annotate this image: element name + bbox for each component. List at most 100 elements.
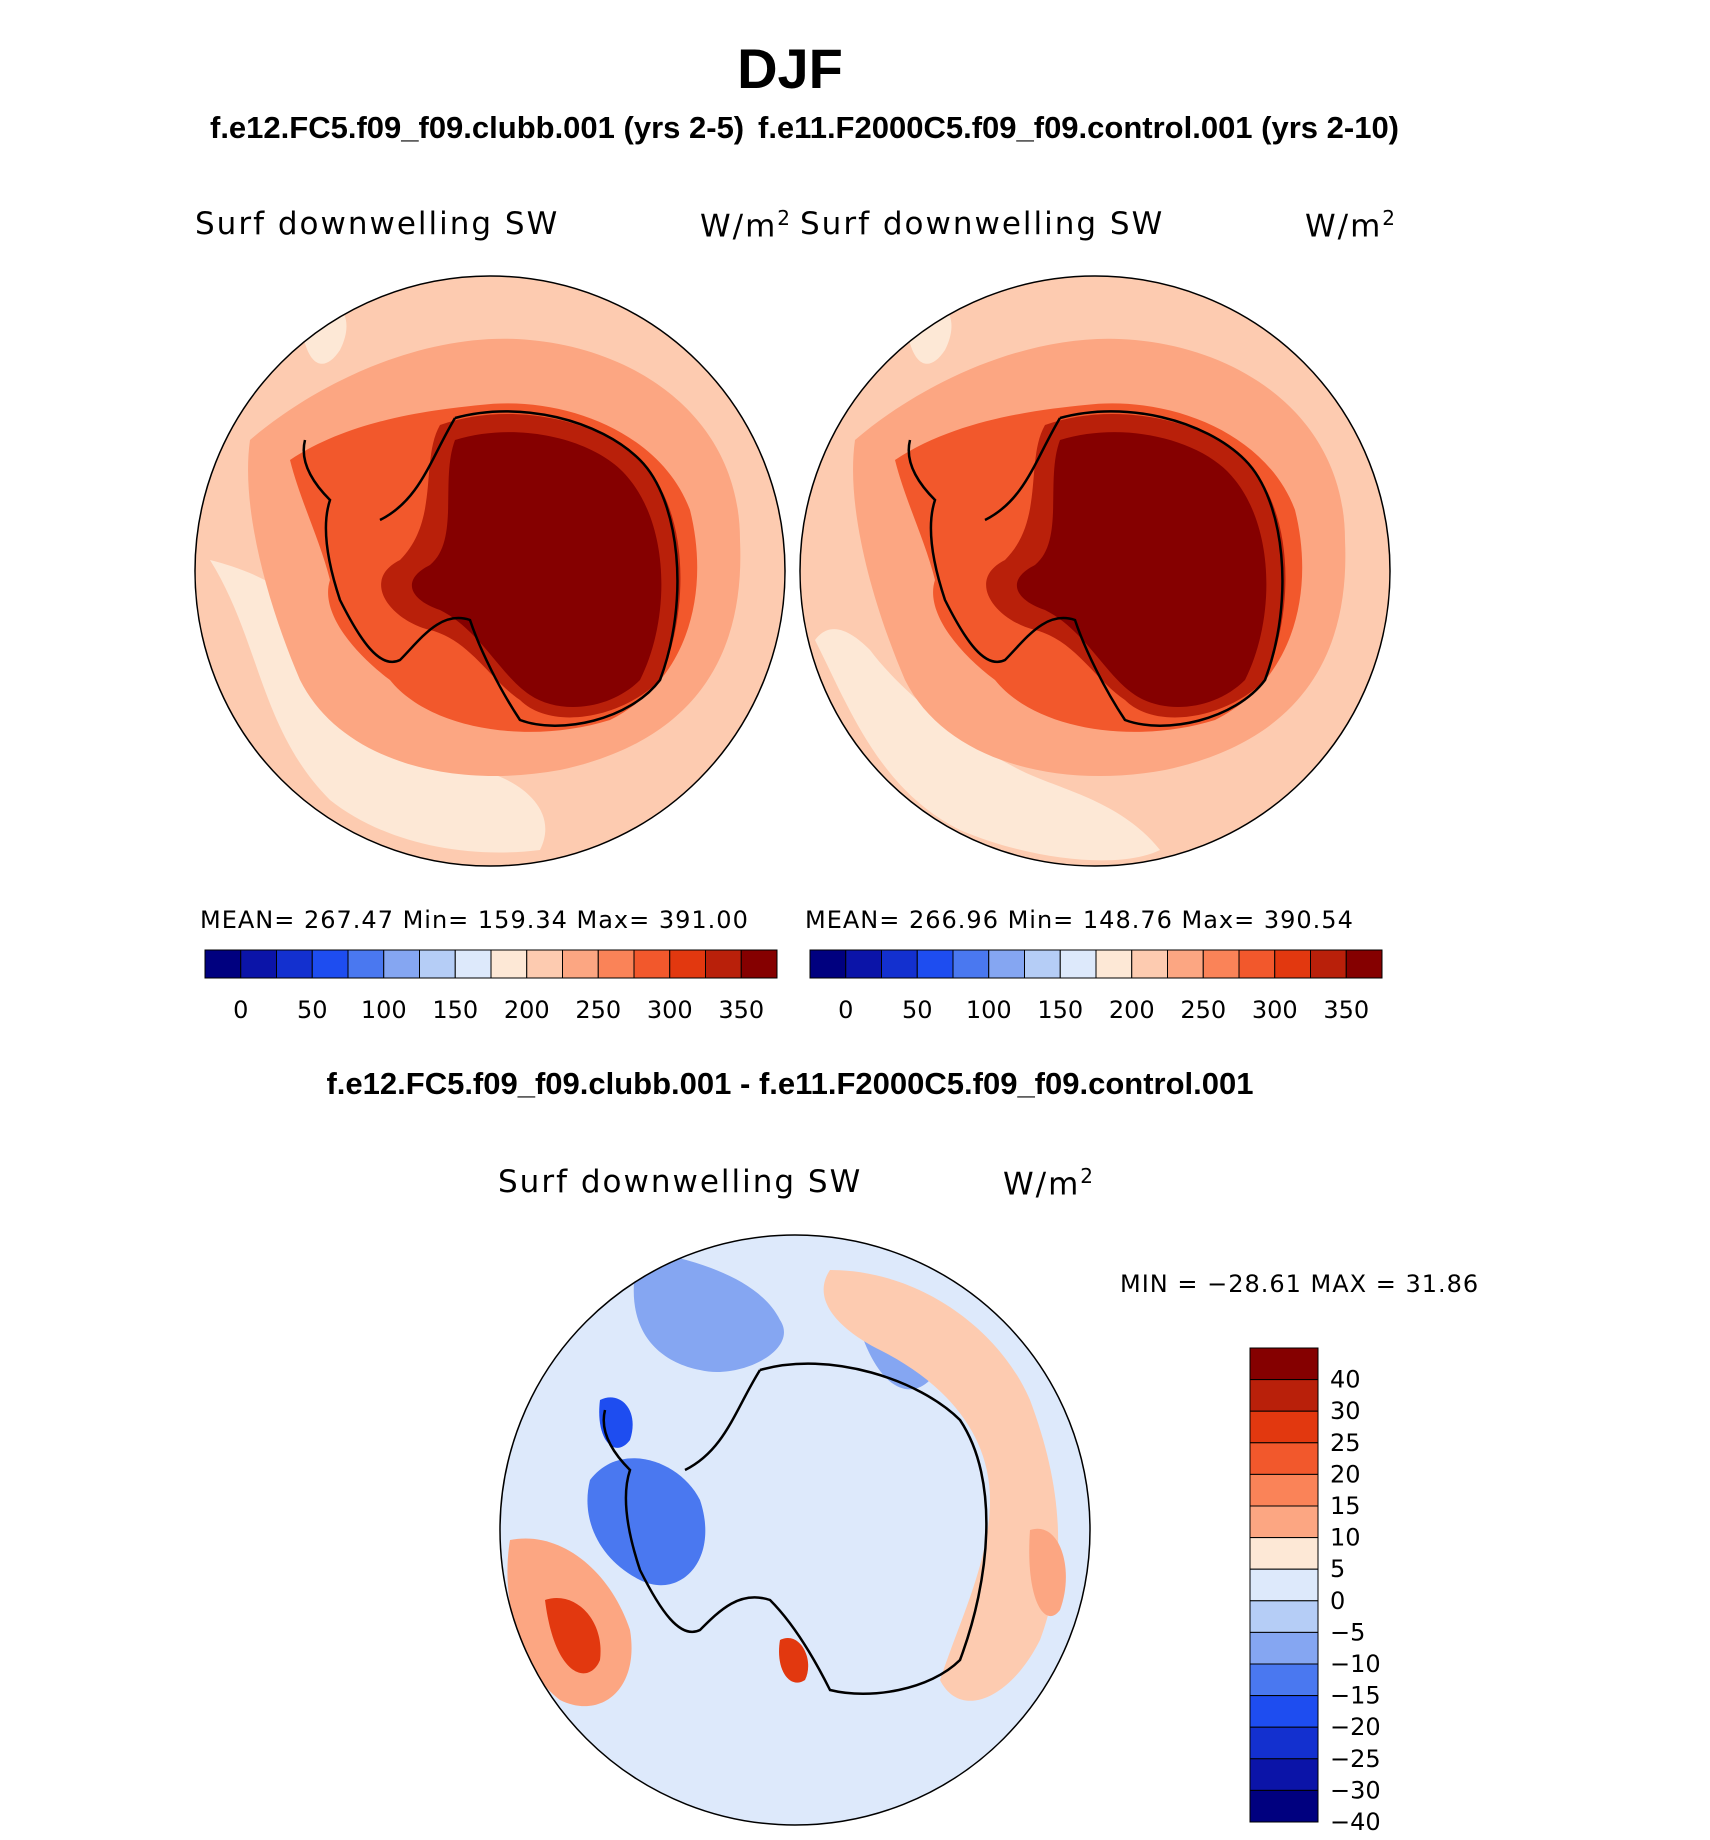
colorbar-swatch bbox=[1095, 949, 1133, 979]
colorbar-tick-label: 100 bbox=[361, 996, 407, 1024]
colorbar-swatch bbox=[597, 949, 635, 979]
colorbar-tick-label: 350 bbox=[718, 996, 764, 1024]
colorbar-tick-label: 15 bbox=[1330, 1492, 1361, 1520]
case1-title: f.e12.FC5.f09_f09.clubb.001 (yrs 2-5) bbox=[210, 110, 745, 145]
colorbar-swatch bbox=[1167, 949, 1204, 979]
colorbar-tick-label: −25 bbox=[1330, 1745, 1381, 1773]
colorbar-swatch bbox=[1249, 1789, 1319, 1823]
colorbar-swatch bbox=[1345, 949, 1383, 979]
panel2-colorbar: 0 50 100 150 200 250 300 350 bbox=[809, 949, 1383, 1024]
colorbar-tick-label: −30 bbox=[1330, 1776, 1381, 1804]
colorbar-swatch bbox=[276, 949, 313, 979]
panel2-units-label: W/m2 bbox=[1305, 206, 1398, 245]
colorbar-tick-label: −15 bbox=[1330, 1682, 1381, 1710]
negative-anomaly bbox=[633, 1250, 784, 1372]
panel1-units-label: W/m2 bbox=[700, 206, 793, 245]
colorbar-swatch bbox=[916, 949, 954, 979]
colorbar-swatch bbox=[1249, 1505, 1319, 1539]
colorbar-swatch bbox=[669, 949, 706, 979]
colorbar-tick-label: −20 bbox=[1330, 1713, 1381, 1741]
antarctica-interior bbox=[1016, 432, 1267, 707]
colorbar-swatch bbox=[1024, 949, 1061, 979]
colorbar-tick-label: 250 bbox=[1180, 996, 1226, 1024]
colorbar-swatch bbox=[1249, 1537, 1319, 1570]
panel1-stats: MEAN= 267.47 Min= 159.34 Max= 391.00 bbox=[200, 906, 749, 934]
colorbar-tick-label: 50 bbox=[902, 996, 933, 1024]
colorbar-tick-label: 20 bbox=[1330, 1460, 1361, 1488]
colorbar-swatch bbox=[988, 949, 1025, 979]
colorbar-swatch bbox=[1249, 1726, 1319, 1760]
colorbar-tick-label: 50 bbox=[297, 996, 328, 1024]
strong-positive-anomaly bbox=[779, 1638, 809, 1683]
colorbar-swatch bbox=[419, 949, 456, 979]
colorbar-swatch bbox=[1249, 1473, 1319, 1507]
colorbar-tick-label: 0 bbox=[233, 996, 248, 1024]
colorbar-swatch bbox=[1249, 1347, 1319, 1381]
positive-anomaly bbox=[1029, 1528, 1066, 1617]
colorbar-swatch bbox=[1249, 1442, 1319, 1475]
colorbar-swatch bbox=[1274, 949, 1311, 979]
diff-map bbox=[500, 1235, 1090, 1825]
colorbar-swatch bbox=[845, 949, 882, 979]
colorbar-tick-label: 300 bbox=[647, 996, 693, 1024]
colorbar-swatch bbox=[454, 949, 492, 979]
panel2-map-border bbox=[799, 275, 1391, 867]
colorbar-swatch bbox=[562, 949, 599, 979]
colorbar-tick-label: 250 bbox=[575, 996, 621, 1024]
colorbar-swatch bbox=[383, 949, 420, 979]
colorbar-tick-label: 350 bbox=[1323, 996, 1369, 1024]
positive-anomaly bbox=[823, 1270, 1059, 1701]
colorbar-tick-label: 40 bbox=[1330, 1366, 1361, 1394]
diff-units-label: W/m2 bbox=[1003, 1164, 1096, 1203]
colorbar-tick-label: 300 bbox=[1252, 996, 1298, 1024]
colorbar-tick-label: 200 bbox=[1109, 996, 1155, 1024]
diff-map-border bbox=[499, 1234, 1091, 1826]
colorbar-swatch bbox=[347, 949, 385, 979]
colorbar-swatch bbox=[1249, 1568, 1319, 1602]
colorbar-tick-label: 150 bbox=[432, 996, 478, 1024]
colorbar-swatch bbox=[1238, 949, 1276, 979]
colorbar-swatch bbox=[705, 949, 742, 979]
colorbar-tick-label: 10 bbox=[1330, 1524, 1361, 1552]
diff-minmax-label: MIN = −28.61 MAX = 31.86 bbox=[1120, 1270, 1480, 1298]
panel2-map bbox=[800, 276, 1390, 866]
coastline bbox=[907, 410, 1284, 727]
colorbar-swatch bbox=[1131, 949, 1168, 979]
colorbar-swatch bbox=[490, 949, 528, 979]
light-ocean-patch bbox=[815, 629, 1160, 861]
colorbar-swatch bbox=[526, 949, 563, 979]
colorbar-tick-label: 0 bbox=[838, 996, 853, 1024]
colorbar-swatch bbox=[952, 949, 990, 979]
colorbar-swatch bbox=[1059, 949, 1097, 979]
colorbar-swatch bbox=[1249, 1600, 1319, 1633]
colorbar-tick-label: 30 bbox=[1330, 1397, 1361, 1425]
colorbar-swatch bbox=[633, 949, 671, 979]
colorbar-swatch bbox=[1249, 1695, 1319, 1728]
colorbar-swatch bbox=[240, 949, 277, 979]
colorbar-swatch bbox=[204, 949, 242, 979]
panel1-colorbar: 0 50 100 150 200 250 300 350 bbox=[204, 949, 778, 1024]
antarctica-interior bbox=[411, 432, 662, 707]
colorbar-swatch bbox=[1249, 1758, 1319, 1791]
colorbar-tick-label: 0 bbox=[1330, 1587, 1345, 1615]
colorbar-swatch bbox=[740, 949, 778, 979]
colorbar-swatch bbox=[1249, 1410, 1319, 1444]
case2-title: f.e11.F2000C5.f09_f09.control.001 (yrs 2… bbox=[758, 110, 1400, 145]
negative-anomaly bbox=[587, 1458, 706, 1586]
colorbar-tick-label: 5 bbox=[1330, 1555, 1345, 1583]
strong-positive-anomaly bbox=[545, 1598, 601, 1674]
colorbar-tick-label: 150 bbox=[1037, 996, 1083, 1024]
colorbar-tick-label: −40 bbox=[1330, 1808, 1381, 1836]
panel1-map bbox=[195, 276, 785, 866]
diff-colorbar: 40 30 25 20 15 10 5 0 −5 −10 −15 −20 −25 −30 −40 bbox=[1249, 1347, 1381, 1836]
colorbar-swatch bbox=[1202, 949, 1240, 979]
coastline bbox=[302, 410, 679, 727]
diff-variable-label: Surf downwelling SW bbox=[498, 1164, 863, 1200]
colorbar-swatch bbox=[311, 949, 349, 979]
season-title: DJF bbox=[737, 37, 843, 100]
colorbar-swatch bbox=[1249, 1631, 1319, 1665]
panel2-variable-label: Surf downwelling SW bbox=[800, 206, 1165, 242]
colorbar-swatch bbox=[809, 949, 847, 979]
panel2-stats: MEAN= 266.96 Min= 148.76 Max= 390.54 bbox=[805, 906, 1354, 934]
